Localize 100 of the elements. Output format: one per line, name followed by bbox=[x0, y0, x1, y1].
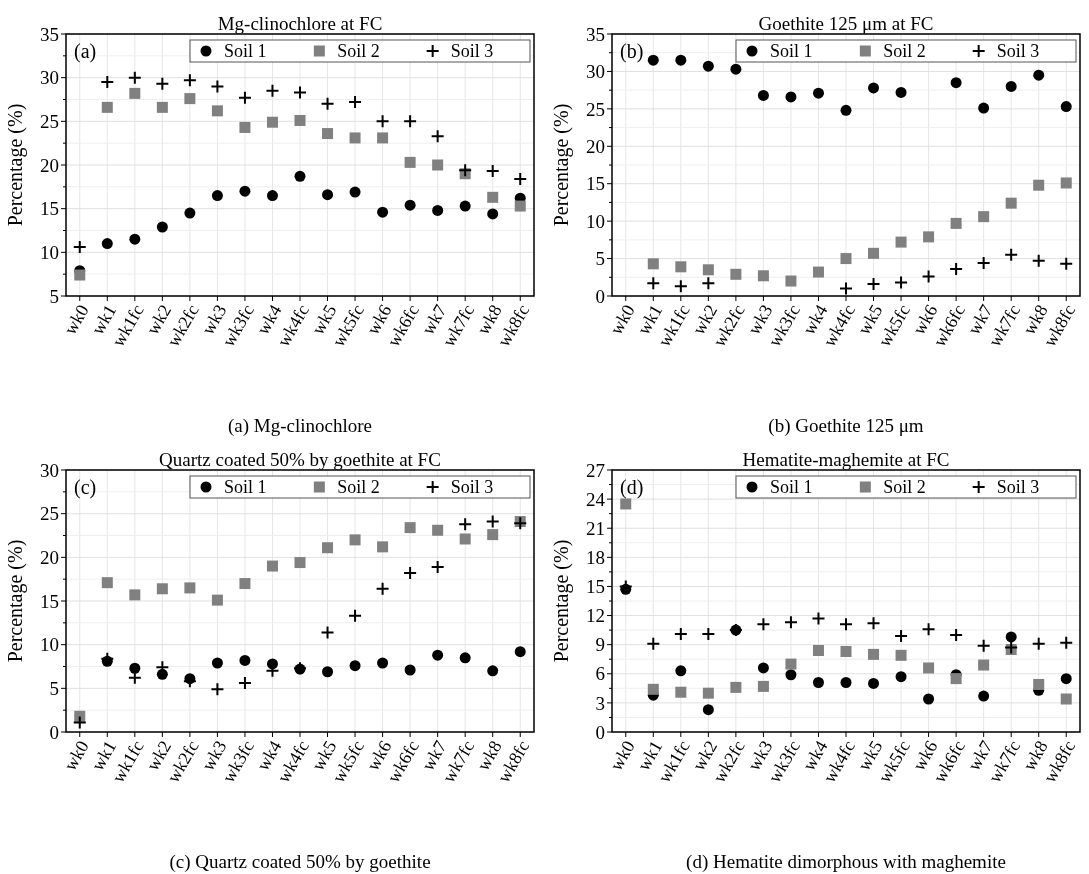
legend-label: Soil 2 bbox=[883, 41, 926, 62]
x-tick-label: wk0 bbox=[59, 737, 93, 774]
point bbox=[620, 498, 632, 510]
point bbox=[1005, 80, 1017, 92]
y-tick-label: 25 bbox=[40, 503, 59, 525]
point bbox=[184, 93, 196, 105]
point bbox=[1033, 678, 1045, 690]
point bbox=[1005, 631, 1017, 643]
point bbox=[976, 256, 991, 271]
text: (d) Hematite dimorphous with maghemite bbox=[686, 851, 1006, 873]
point bbox=[101, 238, 113, 250]
legend-label: Soil 2 bbox=[883, 477, 926, 498]
point bbox=[348, 95, 363, 110]
y-tick-label: 5 bbox=[49, 285, 59, 307]
legend-label: Soil 1 bbox=[224, 477, 267, 498]
x-tick-label: wk0 bbox=[605, 737, 639, 774]
point bbox=[349, 186, 361, 198]
point bbox=[487, 191, 499, 203]
y-tick-label: 20 bbox=[586, 135, 605, 157]
y-tick-label: 25 bbox=[40, 110, 59, 132]
y-axis-title: Percentage (%) bbox=[4, 539, 27, 663]
point bbox=[239, 185, 251, 197]
point bbox=[812, 644, 824, 656]
point bbox=[403, 114, 418, 129]
point bbox=[840, 104, 852, 116]
legend-label: Soil 2 bbox=[337, 41, 380, 62]
point bbox=[978, 102, 990, 114]
point bbox=[839, 617, 853, 632]
point bbox=[513, 171, 528, 186]
legend-label: Soil 3 bbox=[996, 477, 1040, 498]
chart-title: Quartz coated 50% by goethite at FC bbox=[159, 449, 441, 470]
annotation: (a) bbox=[74, 40, 97, 63]
point bbox=[785, 91, 797, 103]
point bbox=[239, 578, 251, 590]
point bbox=[377, 206, 389, 218]
point bbox=[211, 105, 223, 117]
point bbox=[647, 683, 659, 695]
point bbox=[757, 662, 769, 674]
point bbox=[1033, 179, 1045, 191]
y-tick-label: 15 bbox=[586, 173, 605, 195]
legend-label: Soil 1 bbox=[770, 477, 813, 498]
point bbox=[487, 529, 499, 541]
y-tick-label: 24 bbox=[586, 488, 606, 510]
y-tick-label: 27 bbox=[586, 459, 605, 481]
point bbox=[404, 522, 416, 534]
legend-label: Soil 3 bbox=[996, 41, 1040, 62]
point bbox=[785, 669, 797, 681]
point bbox=[101, 101, 113, 113]
y-tick-label: 15 bbox=[586, 576, 605, 598]
point bbox=[701, 626, 716, 641]
y-tick-label: 0 bbox=[595, 285, 605, 307]
y-tick-label: 20 bbox=[40, 154, 59, 176]
point bbox=[812, 87, 824, 99]
y-tick-label: 25 bbox=[586, 98, 605, 120]
point bbox=[211, 657, 223, 669]
point bbox=[702, 704, 714, 716]
y-tick-label: 10 bbox=[40, 241, 59, 263]
text: (b) Goethite 125 μm bbox=[768, 415, 924, 437]
point bbox=[182, 73, 197, 88]
point bbox=[320, 625, 335, 640]
legend-label: Soil 3 bbox=[450, 477, 494, 498]
text: (a) Mg-clinochlore bbox=[227, 415, 373, 437]
point bbox=[459, 200, 471, 212]
point bbox=[840, 253, 852, 265]
point bbox=[349, 534, 361, 546]
point bbox=[894, 628, 909, 643]
point bbox=[647, 258, 659, 270]
point bbox=[129, 233, 141, 245]
y-axis-title: Percentage (%) bbox=[550, 539, 573, 663]
point bbox=[210, 79, 225, 94]
point bbox=[895, 86, 907, 98]
point bbox=[432, 649, 444, 661]
point bbox=[730, 681, 742, 693]
point bbox=[432, 524, 444, 536]
point bbox=[921, 622, 936, 637]
point bbox=[320, 96, 335, 111]
y-tick-label: 12 bbox=[586, 605, 605, 627]
text: (c) Quartz coated 50% by goethite bbox=[169, 851, 431, 873]
point bbox=[1031, 636, 1046, 651]
point bbox=[757, 89, 769, 101]
legend-label: Soil 1 bbox=[224, 41, 267, 62]
point bbox=[129, 589, 141, 601]
point bbox=[675, 686, 687, 698]
point bbox=[294, 114, 306, 126]
point bbox=[675, 261, 687, 273]
point bbox=[785, 658, 797, 670]
point bbox=[1005, 197, 1017, 209]
point bbox=[377, 132, 389, 144]
point bbox=[1004, 640, 1019, 655]
point bbox=[487, 665, 499, 677]
point bbox=[322, 128, 334, 140]
chart-title: Goethite 125 μm at FC bbox=[758, 13, 934, 34]
point bbox=[1060, 693, 1072, 705]
legend-label: Soil 3 bbox=[450, 41, 494, 62]
point bbox=[100, 75, 115, 90]
annotation: (c) bbox=[74, 476, 97, 499]
point bbox=[978, 211, 990, 223]
point bbox=[646, 276, 661, 291]
point bbox=[978, 690, 990, 702]
point bbox=[485, 164, 500, 179]
